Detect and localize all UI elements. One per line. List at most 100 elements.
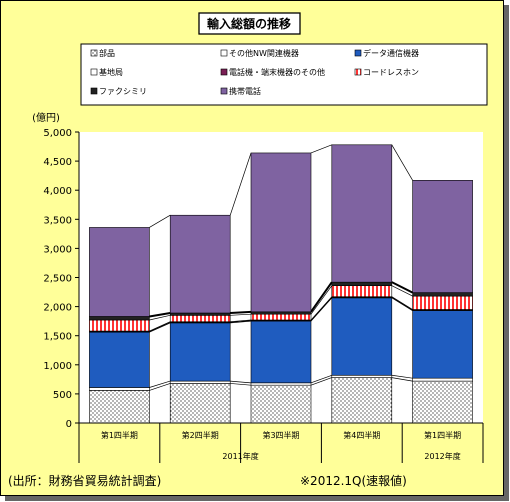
bar-segment <box>89 387 150 391</box>
year-group-label: 2012年度 <box>424 451 460 461</box>
series-connector <box>149 322 171 333</box>
series-connector <box>149 312 171 318</box>
bar-segment <box>89 316 150 321</box>
legend-swatch <box>220 49 228 57</box>
y-tick-label: 4,000 <box>43 186 72 197</box>
chart-title: 輸入総額の推移 <box>207 16 291 31</box>
legend-label: データ通信機器 <box>363 48 419 58</box>
bar-segment <box>169 383 231 424</box>
bar-segment <box>331 374 393 378</box>
bar-segment <box>412 180 473 293</box>
legend-label: コードレスホン <box>363 68 419 77</box>
y-tick-label: 1,500 <box>43 332 72 343</box>
bar-segment <box>412 292 473 297</box>
series-connector <box>391 374 413 379</box>
bar-segment <box>412 377 473 382</box>
legend-label: 携帯電話 <box>229 86 261 96</box>
legend-swatch <box>354 68 362 76</box>
bar-segment <box>250 382 312 386</box>
series-connector <box>230 319 252 323</box>
series-connector <box>310 285 333 315</box>
footnote-source: (出所：財務省貿易統計調査) <box>8 473 161 488</box>
bar-segment <box>250 320 312 384</box>
series-connector <box>149 383 171 391</box>
bar-segment <box>250 384 312 424</box>
legend-swatch <box>354 49 362 57</box>
bar-segment <box>89 331 150 388</box>
series-connector <box>149 214 171 228</box>
bar-segment <box>169 214 231 314</box>
bar-segment <box>169 380 231 384</box>
series-connector <box>310 374 332 384</box>
series-connector <box>230 320 252 324</box>
bar-segment <box>331 377 393 424</box>
series-connector <box>310 297 333 322</box>
series-connector <box>310 377 332 386</box>
bar-segment <box>89 319 150 332</box>
title-box <box>198 12 301 35</box>
x-tick-label: 第2四半期 <box>182 430 219 440</box>
legend <box>80 43 488 106</box>
x-tick-label: 第4四半期 <box>343 430 380 440</box>
series-connector <box>391 296 413 310</box>
bar-segment <box>331 297 393 376</box>
bar-segment <box>169 322 231 382</box>
legend-label: 電話機・端末機器のその他 <box>229 67 325 77</box>
series-connector <box>230 313 252 316</box>
bar-segment <box>89 390 150 424</box>
series-connector <box>149 321 171 332</box>
legend-label: ファクシミリ <box>99 87 147 96</box>
series-connector <box>391 144 413 181</box>
legend-label: 部品 <box>99 48 115 58</box>
bar-segment <box>250 311 312 315</box>
series-connector <box>310 296 333 321</box>
series-connector <box>310 281 333 313</box>
legend-swatch <box>90 68 98 76</box>
series-connector <box>391 285 413 297</box>
bar-segment <box>89 227 150 317</box>
series-connector <box>149 314 171 321</box>
x-tick-label: 第3四半期 <box>262 430 299 440</box>
series-connector <box>149 380 171 388</box>
legend-label: その他NW関連機器 <box>229 48 299 58</box>
x-tick-label: 第1四半期 <box>101 430 138 440</box>
legend-swatch <box>220 87 228 95</box>
y-tick-label: 0 <box>66 419 72 430</box>
legend-swatch <box>90 49 98 57</box>
footnote-note: ※2012.1Q(速報値) <box>300 473 407 488</box>
series-connector <box>230 380 252 384</box>
bar-segment <box>331 281 393 286</box>
bar-segment <box>412 295 473 310</box>
y-tick-label: 1,000 <box>43 361 72 372</box>
year-group-label: 2011年度 <box>222 451 258 461</box>
y-tick-label: 4,500 <box>43 157 72 168</box>
series-connector <box>229 152 252 216</box>
bar-segment <box>250 313 312 321</box>
series-connector <box>230 310 252 315</box>
bar-segment <box>331 285 393 298</box>
y-tick-label: 500 <box>53 390 72 401</box>
series-connector <box>230 320 252 323</box>
series-connector <box>149 321 171 332</box>
bar-segment <box>250 152 312 313</box>
bar-segment <box>169 312 231 316</box>
series-connector <box>391 296 413 311</box>
legend-label: 基地局 <box>99 67 123 77</box>
y-tick-label: 2,500 <box>43 274 72 285</box>
series-connector <box>310 144 332 154</box>
legend-swatch <box>90 87 98 95</box>
bar-segment <box>412 310 473 379</box>
series-connector <box>310 297 333 321</box>
series-connector <box>230 383 252 386</box>
series-connector <box>391 281 414 294</box>
x-tick-label: 第1四半期 <box>424 430 461 440</box>
bar-segment <box>412 380 473 424</box>
y-tick-label: 5,000 <box>43 128 72 139</box>
bar-segment <box>169 315 231 323</box>
legend-swatch <box>220 68 228 76</box>
y-tick-label: 2,000 <box>43 303 72 314</box>
bar-segment <box>331 144 393 283</box>
series-connector <box>391 297 413 311</box>
y-axis-label: (億円) <box>32 111 60 124</box>
